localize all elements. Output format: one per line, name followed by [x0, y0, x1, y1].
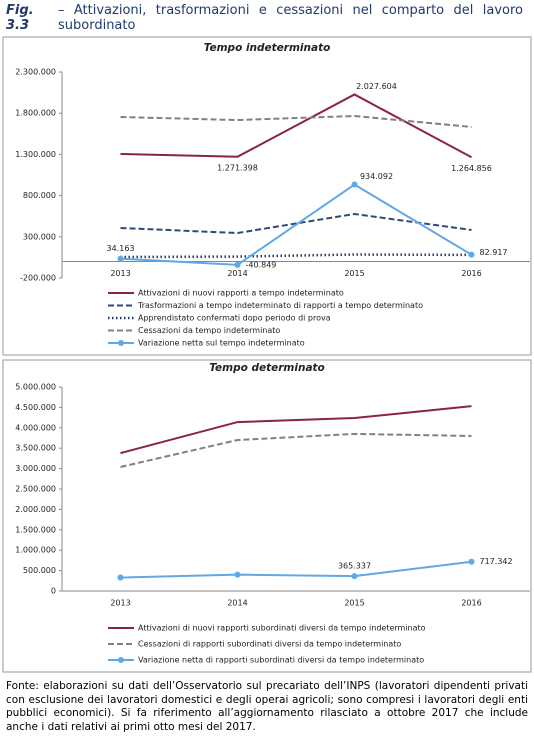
point — [118, 256, 124, 262]
x-tick-label: 2014 — [227, 599, 247, 608]
series-line — [121, 562, 472, 578]
data-label: 2.027.604 — [356, 82, 397, 91]
data-label: 934.092 — [360, 172, 393, 181]
legend-label: Attivazioni di nuovi rapporti a tempo in… — [138, 289, 344, 298]
data-label: 717.342 — [480, 557, 513, 566]
legend-label: Attivazioni di nuovi rapporti subordinat… — [138, 624, 426, 633]
series-line — [121, 94, 472, 157]
y-tick-label: 3.000.000 — [15, 464, 56, 473]
y-tick-label: 1.500.000 — [15, 525, 56, 534]
legend-label: Variazione netta sul tempo indeterminato — [138, 339, 305, 348]
x-tick-label: 2015 — [344, 269, 364, 278]
data-label: 1.264.856 — [451, 164, 492, 173]
series-line — [121, 185, 472, 265]
chart-title: Tempo determinato — [209, 362, 325, 374]
data-label: 1.271.398 — [217, 163, 258, 172]
source-note: Fonte: elaborazioni su dati dell’Osserva… — [6, 680, 528, 734]
x-tick-label: 2013 — [110, 599, 130, 608]
series-line — [121, 406, 472, 453]
x-tick-label: 2015 — [344, 599, 364, 608]
x-tick-label: 2016 — [461, 599, 481, 608]
y-tick-label: 4.500.000 — [15, 403, 56, 412]
legend-label: Apprendistato confermati dopo periodo di… — [138, 314, 331, 323]
y-tick-label: 2.500.000 — [15, 485, 56, 494]
y-tick-label: 1.000.000 — [15, 546, 56, 555]
point — [235, 572, 241, 578]
legend-marker — [118, 657, 124, 663]
y-tick-label: 300.000 — [23, 232, 56, 241]
y-tick-label: 2.000.000 — [15, 505, 56, 514]
y-tick-label: 800.000 — [23, 191, 56, 200]
data-label: -40.849 — [246, 260, 277, 269]
legend-label: Trasformazioni a tempo indeterminato di … — [137, 301, 423, 310]
data-label: 34.163 — [107, 244, 135, 253]
y-tick-label: 5.000.000 — [15, 383, 56, 392]
legend-label: Cessazioni di rapporti subordinati diver… — [138, 640, 401, 649]
page: Fig. 3.3– Attivazioni, trasformazioni e … — [0, 0, 534, 740]
series-line — [121, 255, 472, 257]
y-tick-label: 4.000.000 — [15, 423, 56, 432]
point — [235, 262, 241, 268]
point — [469, 252, 475, 258]
point — [352, 182, 358, 188]
legend-marker — [118, 340, 124, 346]
y-tick-label: 1.300.000 — [15, 150, 56, 159]
point — [352, 573, 358, 579]
data-label: 82.917 — [480, 248, 508, 257]
y-tick-label: 1.800.000 — [15, 109, 56, 118]
y-tick-label: 500.000 — [23, 566, 56, 575]
point — [469, 559, 475, 565]
charts: Tempo indeterminato -200.000 300.000 800.00… — [0, 0, 534, 676]
x-tick-label: 2016 — [461, 269, 481, 278]
y-tick-label: 3.500.000 — [15, 444, 56, 453]
legend-label: Variazione netta di rapporti subordinati… — [138, 656, 424, 665]
chart-title: Tempo indeterminato — [204, 42, 331, 54]
y-tick-label: -200.000 — [20, 274, 56, 283]
x-tick-label: 2014 — [227, 269, 247, 278]
point — [118, 575, 124, 581]
y-tick-label: 0 — [51, 587, 56, 596]
y-tick-label: 2.300.000 — [15, 68, 56, 77]
data-label: 365.337 — [338, 562, 371, 571]
x-tick-label: 2013 — [110, 269, 130, 278]
legend-label: Cessazioni da tempo indeterminato — [138, 326, 280, 335]
